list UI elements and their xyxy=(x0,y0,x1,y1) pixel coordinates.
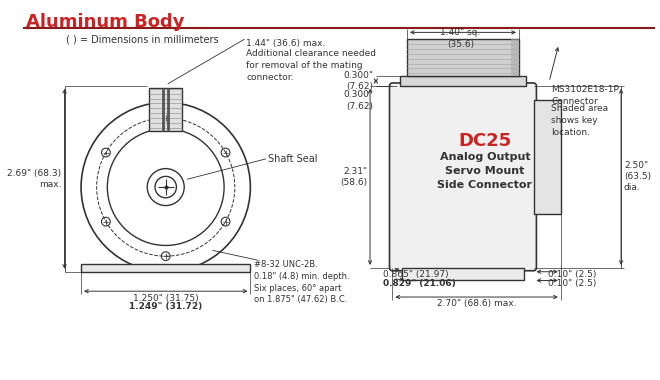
Text: Shaded area
shows key
location.: Shaded area shows key location. xyxy=(551,105,608,137)
Text: 1.250" (31.75): 1.250" (31.75) xyxy=(133,294,199,303)
Text: 0.10" (2.5): 0.10" (2.5) xyxy=(548,279,597,288)
Bar xyxy=(400,76,526,86)
Bar xyxy=(149,88,182,131)
Bar xyxy=(511,39,519,76)
Text: ( ) = Dimensions in millimeters: ( ) = Dimensions in millimeters xyxy=(67,34,219,44)
FancyBboxPatch shape xyxy=(389,83,537,271)
Text: 2.31"
(58.6): 2.31" (58.6) xyxy=(340,167,367,187)
Bar xyxy=(402,268,524,280)
Text: #8-32 UNC-2B.
0.18" (4.8) min. depth.
Six places, 60° apart
on 1.875" (47.62) B.: #8-32 UNC-2B. 0.18" (4.8) min. depth. Si… xyxy=(254,260,350,304)
Text: Aluminum Body: Aluminum Body xyxy=(26,13,184,31)
Text: 2.50"
(63.5)
dia.: 2.50" (63.5) dia. xyxy=(624,161,651,192)
Text: DC25: DC25 xyxy=(458,132,512,150)
Text: 0.300"
(7.62): 0.300" (7.62) xyxy=(343,71,373,91)
Text: 1.44" (36.6) max.: 1.44" (36.6) max. xyxy=(246,39,326,48)
Text: 0.829" (21.06): 0.829" (21.06) xyxy=(383,279,455,288)
Text: Analog Output
Servo Mount
Side Connector: Analog Output Servo Mount Side Connector xyxy=(438,152,533,190)
Text: 2.70" (68.6) max.: 2.70" (68.6) max. xyxy=(437,299,516,308)
Text: 0.10" (2.5): 0.10" (2.5) xyxy=(548,270,597,279)
Text: 1.40" sq.
(35.6): 1.40" sq. (35.6) xyxy=(440,28,480,49)
Text: Shaft Seal: Shaft Seal xyxy=(268,154,317,164)
Text: Additional clearance needed
for removal of the mating
connector.: Additional clearance needed for removal … xyxy=(246,49,376,82)
Text: 1.249" (31.72): 1.249" (31.72) xyxy=(129,302,203,311)
Bar xyxy=(407,39,519,76)
Text: 2.69" (68.3)
max.: 2.69" (68.3) max. xyxy=(7,169,61,189)
Text: 0.300"
(7.62): 0.300" (7.62) xyxy=(343,90,373,111)
Text: 0.865" (21.97): 0.865" (21.97) xyxy=(383,270,448,279)
Bar xyxy=(81,264,250,272)
Text: MS3102E18-1P
Connector: MS3102E18-1P Connector xyxy=(551,85,619,106)
Bar xyxy=(533,100,561,214)
